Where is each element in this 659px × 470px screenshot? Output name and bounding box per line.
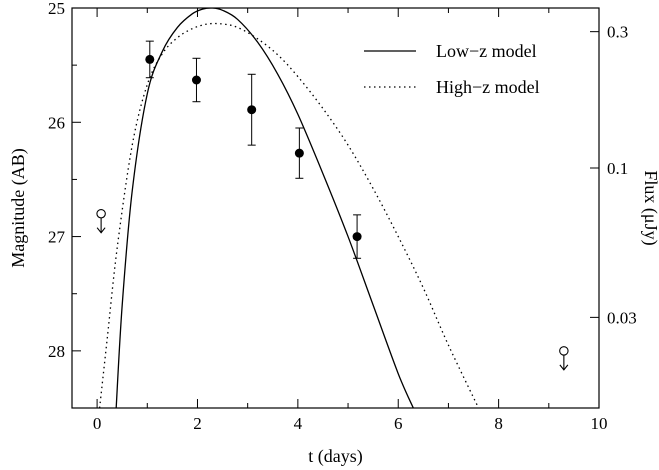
plot-frame — [71, 7, 600, 409]
data-points — [145, 40, 362, 259]
data-marker — [294, 148, 304, 158]
right-axis-ticks: 0.3 0.1 0.03 — [590, 23, 637, 327]
legend-label-low-z: Low−z model — [436, 41, 537, 61]
upper-limit-2 — [559, 346, 569, 371]
y-tick-label: 25 — [48, 0, 65, 18]
upper-limit-arrow-head — [559, 364, 569, 371]
upper-limit-marker — [96, 208, 106, 219]
x-tick-label: 0 — [93, 414, 102, 433]
data-marker — [352, 232, 362, 242]
x-axis-ticks: 0 2 4 6 8 10 — [93, 8, 608, 433]
upper-limit-arrow-head — [96, 227, 106, 234]
right-tick-label: 0.3 — [607, 23, 628, 42]
y-axis-ticks: 25 26 27 28 — [48, 0, 81, 361]
x-tick-label: 8 — [494, 414, 503, 433]
y-tick-label: 26 — [48, 113, 65, 132]
upper-limit-1 — [96, 208, 106, 234]
data-point-5 — [352, 214, 362, 259]
upper-limit-marker — [559, 346, 569, 356]
x-axis-title: t (days) — [308, 446, 362, 467]
data-marker — [191, 75, 201, 85]
model-curve-low-z — [115, 8, 414, 408]
data-marker — [247, 105, 257, 115]
data-marker — [145, 54, 155, 64]
plot-area-border — [71, 7, 600, 409]
model-curve-high-z — [98, 22, 480, 408]
legend-label-high-z: High−z model — [436, 77, 540, 97]
x-tick-label: 4 — [294, 414, 303, 433]
data-point-4 — [294, 127, 304, 179]
y-axis-title: Magnitude (AB) — [8, 148, 29, 267]
x-tick-label: 10 — [591, 414, 608, 433]
y-tick-label: 28 — [48, 342, 65, 361]
upper-limits — [96, 208, 569, 371]
x-tick-label: 6 — [394, 414, 403, 433]
right-tick-label: 0.03 — [607, 308, 637, 327]
right-tick-label: 0.1 — [607, 159, 628, 178]
legend: Low−z model High−z model — [364, 41, 540, 97]
right-axis-title: Flux (μJy) — [640, 170, 659, 245]
data-point-2 — [191, 57, 201, 103]
y-tick-label: 27 — [48, 228, 66, 247]
data-point-1 — [145, 40, 155, 79]
x-tick-label: 2 — [193, 414, 202, 433]
data-point-3 — [247, 73, 257, 146]
model-curves — [98, 8, 480, 408]
